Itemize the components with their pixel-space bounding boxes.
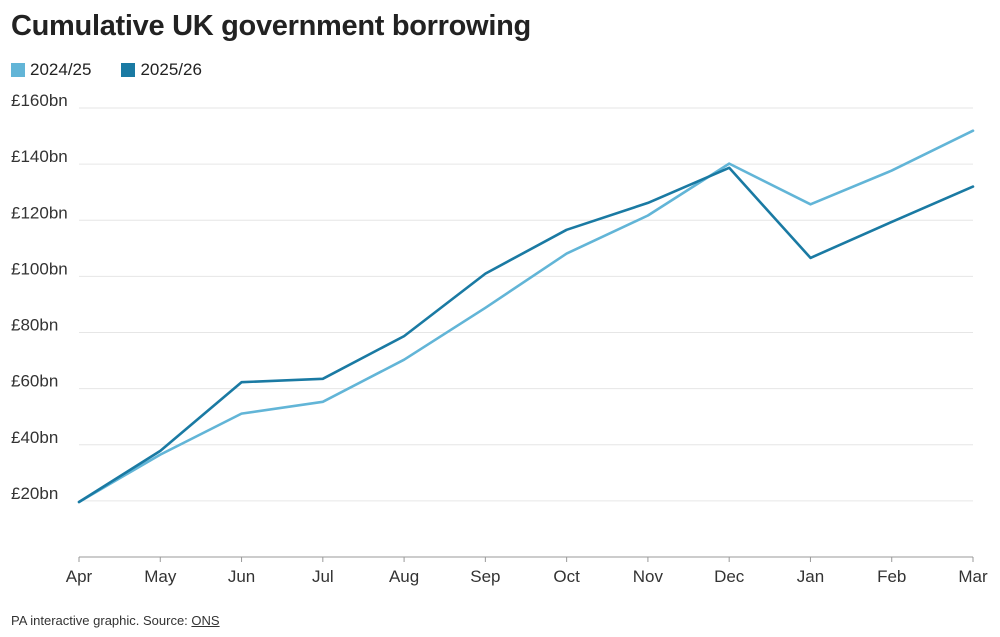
x-axis: Apr May Jun Jul Aug Sep Oct Nov Dec Jan Feb Mar	[66, 556, 988, 586]
legend-swatch-2025-26	[121, 63, 136, 77]
y-tick-label: £100bn	[11, 259, 68, 278]
series-line-2024-25	[77, 129, 975, 504]
x-tick-label: Dec	[714, 567, 745, 586]
y-axis-labels: £20bn £40bn £60bn £80bn £100bn £120bn £140bn £1…	[11, 91, 68, 503]
legend-swatch-2024-25	[11, 63, 25, 77]
x-tick-label: Oct	[553, 567, 580, 586]
legend-label-2024-25: 2024/25	[30, 60, 92, 79]
gridlines	[79, 107, 973, 502]
x-tick-label: Jan	[797, 567, 824, 586]
x-tick-label: Jul	[312, 567, 334, 586]
series-line-2025-26	[77, 166, 975, 504]
y-tick-label: £60bn	[11, 372, 58, 391]
legend-item-2024-25: 2024/25	[11, 60, 91, 80]
x-tick-label: Mar	[958, 567, 988, 586]
series-lines	[77, 129, 975, 504]
chart-title: Cumulative UK government borrowing	[11, 10, 531, 42]
y-tick-label: £120bn	[11, 203, 68, 222]
x-tick-label: Jun	[228, 567, 255, 586]
x-tick-label: Aug	[389, 567, 419, 586]
line-chart: £20bn £40bn £60bn £80bn £100bn £120bn £140bn £1…	[11, 91, 988, 586]
y-tick-label: £80bn	[11, 316, 58, 335]
x-tick-label: May	[144, 567, 177, 586]
x-tick-label: Nov	[633, 567, 664, 586]
legend-label-2025-26: 2025/26	[140, 60, 202, 79]
y-tick-label: £20bn	[11, 484, 58, 503]
source-link[interactable]: ONS	[191, 613, 220, 628]
footer: PA interactive graphic. Source: ONS	[11, 613, 220, 628]
legend: 2024/25 2025/26	[11, 60, 202, 80]
legend-item-2025-26: 2025/26	[121, 60, 202, 80]
x-tick-label: Sep	[470, 567, 500, 586]
y-tick-label: £140bn	[11, 147, 68, 166]
x-tick-label: Feb	[877, 567, 906, 586]
y-tick-label: £40bn	[11, 428, 58, 447]
y-tick-label: £160bn	[11, 91, 68, 110]
footer-text: PA interactive graphic. Source:	[11, 613, 192, 628]
x-tick-label: Apr	[66, 567, 93, 586]
